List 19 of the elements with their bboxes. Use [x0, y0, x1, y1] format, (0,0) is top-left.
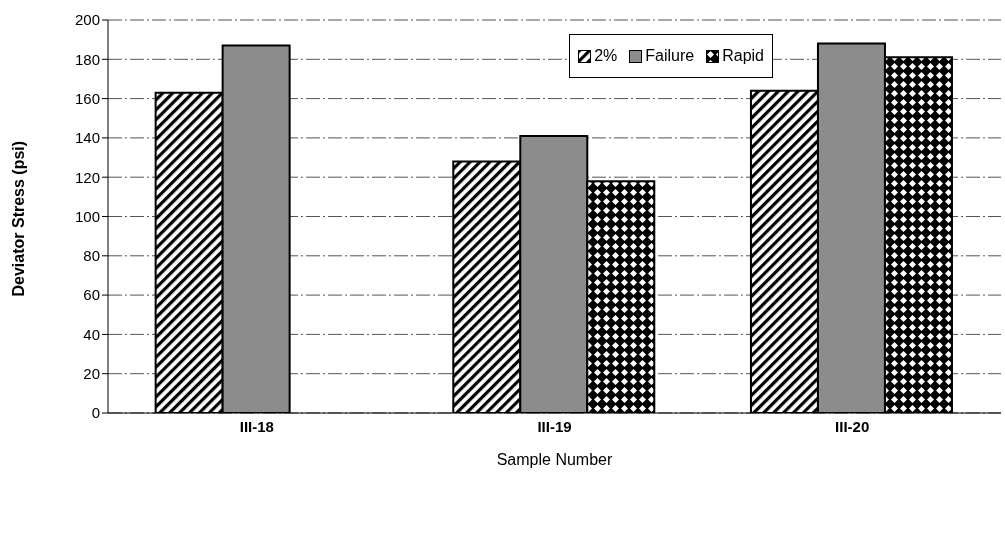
legend-label: Failure — [645, 47, 695, 65]
y-tick-label: 140 — [74, 129, 100, 147]
y-tick-label: 0 — [91, 404, 100, 422]
y-tick-label: 40 — [83, 325, 100, 343]
y-tick-label: 60 — [83, 286, 100, 304]
x-tick-label: III-18 — [239, 417, 274, 435]
legend-label: Rapid — [722, 47, 764, 65]
y-tick-label: 100 — [74, 207, 100, 225]
x-tick-label: III-20 — [835, 417, 870, 435]
y-tick-label: 80 — [83, 247, 100, 265]
x-axis-title: Sample Number — [496, 451, 613, 468]
x-tick-label: III-19 — [537, 417, 572, 435]
y-tick-label: 180 — [74, 50, 100, 68]
legend-label: 2% — [594, 47, 618, 65]
y-axis-title: Deviator Stress (psi) — [9, 140, 27, 297]
y-tick-label: 120 — [74, 168, 100, 186]
y-tick-label: 20 — [83, 365, 100, 383]
y-tick-label: 200 — [74, 11, 100, 29]
y-tick-label: 160 — [74, 89, 100, 107]
